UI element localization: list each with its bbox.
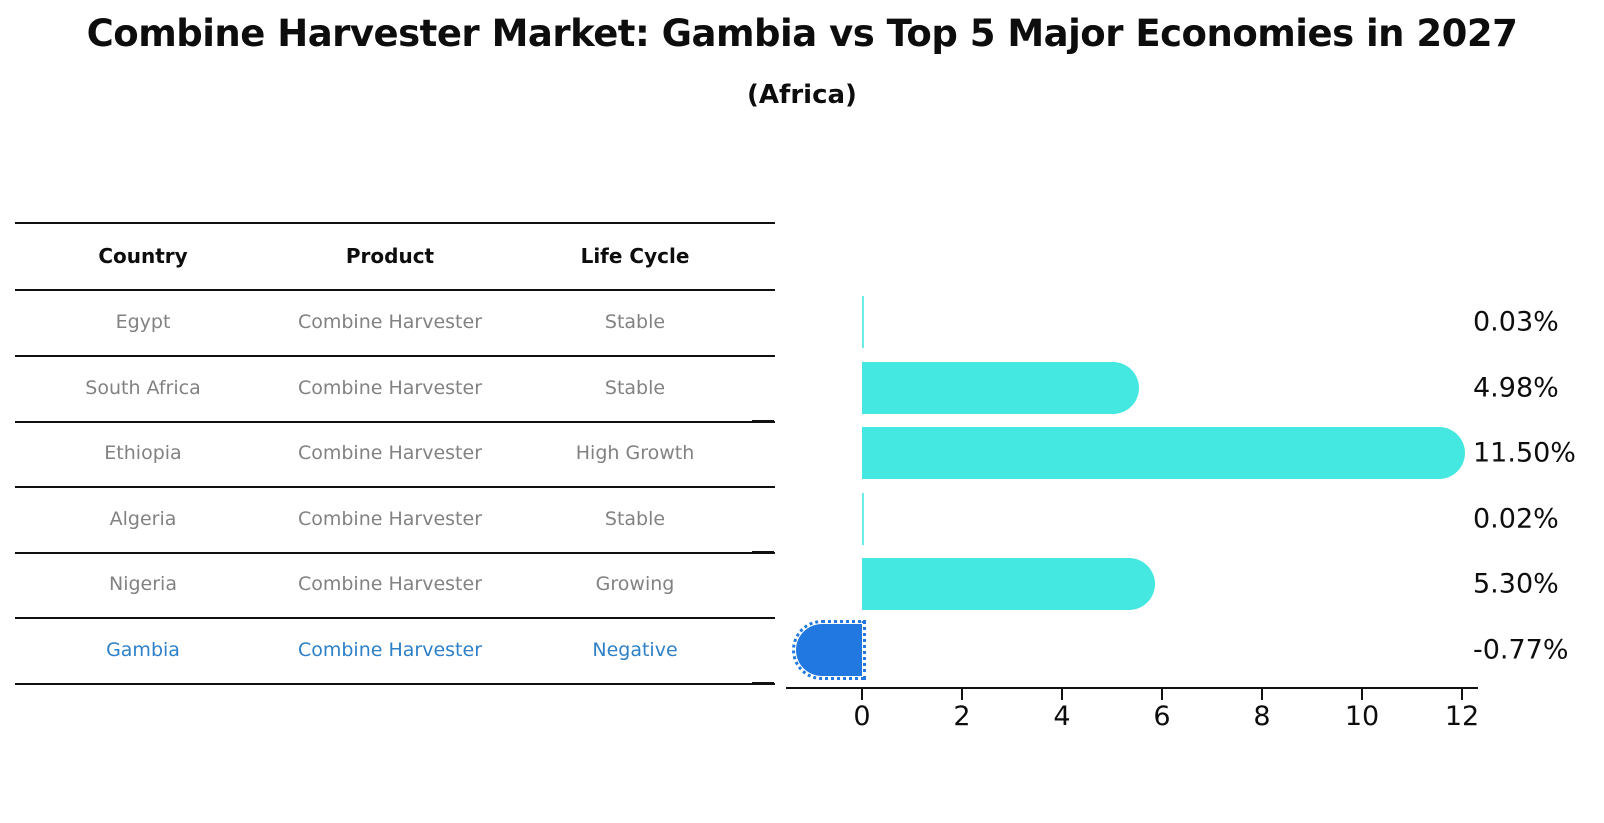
- x-axis-tick-label: 0: [853, 701, 871, 732]
- table-header-product: Product: [345, 244, 435, 268]
- table-cell-life_cycle: Stable: [604, 311, 666, 333]
- y-axis-tick: [752, 616, 774, 619]
- table-cell-country: Gambia: [106, 639, 180, 661]
- table-cell-country: Nigeria: [109, 573, 177, 595]
- y-axis-tick: [752, 420, 774, 422]
- bar-value-label: 4.98%: [1473, 372, 1559, 404]
- x-axis-tick: [861, 689, 863, 700]
- x-axis-tick-label: 6: [1153, 701, 1171, 732]
- table-header-life-cycle: Life Cycle: [580, 244, 690, 268]
- table-row-rule: [15, 617, 775, 619]
- bar-nigeria: [862, 558, 1155, 610]
- table-cell-product: Combine Harvester: [297, 573, 483, 595]
- bar-algeria: [862, 493, 864, 545]
- y-axis-tick: [752, 485, 774, 488]
- bar-gambia: [791, 620, 866, 680]
- x-axis-tick-label: 12: [1444, 701, 1480, 732]
- table-cell-life_cycle: Stable: [604, 508, 666, 530]
- table-cell-product: Combine Harvester: [297, 311, 483, 333]
- x-axis-tick: [1061, 689, 1063, 700]
- table-cell-life_cycle: Stable: [604, 377, 666, 399]
- table-cell-life_cycle: Negative: [592, 639, 678, 661]
- table-cell-product: Combine Harvester: [297, 377, 483, 399]
- x-axis-tick-label: 2: [953, 701, 971, 732]
- table-cell-country: Ethiopia: [104, 442, 182, 464]
- table-top-rule: [15, 222, 775, 224]
- bar-egypt: [862, 296, 864, 348]
- x-axis-tick-label: 8: [1253, 701, 1271, 732]
- table-cell-life_cycle: Growing: [595, 573, 675, 595]
- x-axis-line: [786, 687, 1478, 689]
- page-subtitle: (Africa): [747, 80, 857, 110]
- x-axis-tick: [961, 689, 963, 700]
- bar-ethiopia: [862, 427, 1465, 479]
- x-axis-tick: [1161, 689, 1163, 700]
- table-header-country: Country: [98, 244, 188, 268]
- table-cell-product: Combine Harvester: [297, 639, 483, 661]
- table-cell-country: Algeria: [109, 508, 177, 530]
- table-row-rule: [15, 683, 775, 685]
- table-cell-country: South Africa: [85, 377, 201, 399]
- table-cell-product: Combine Harvester: [297, 442, 483, 464]
- table-cell-life_cycle: High Growth: [575, 442, 695, 464]
- table-header-rule: [15, 289, 775, 291]
- page-title: Combine Harvester Market: Gambia vs Top …: [86, 12, 1518, 55]
- y-axis-tick: [752, 551, 774, 553]
- bar-value-label: -0.77%: [1473, 634, 1569, 666]
- x-axis-tick: [1261, 689, 1263, 700]
- table-row-rule: [15, 552, 775, 554]
- y-axis-tick: [752, 289, 774, 291]
- table-row-rule: [15, 355, 775, 357]
- x-axis-tick-label: 10: [1344, 701, 1380, 732]
- bar-value-label: 11.50%: [1473, 437, 1576, 469]
- bar-value-label: 0.03%: [1473, 306, 1559, 338]
- bar-value-label: 0.02%: [1473, 503, 1559, 535]
- y-axis-tick: [752, 354, 774, 357]
- bar-value-label: 5.30%: [1473, 568, 1559, 600]
- table-cell-country: Egypt: [115, 311, 171, 333]
- table-row-rule: [15, 421, 775, 423]
- x-axis-tick: [1361, 689, 1363, 700]
- table-row-rule: [15, 486, 775, 488]
- x-axis-tick: [1461, 689, 1463, 700]
- table-cell-product: Combine Harvester: [297, 508, 483, 530]
- x-axis-tick-label: 4: [1053, 701, 1071, 732]
- bar-south-africa: [862, 362, 1139, 414]
- y-axis-tick: [752, 682, 774, 684]
